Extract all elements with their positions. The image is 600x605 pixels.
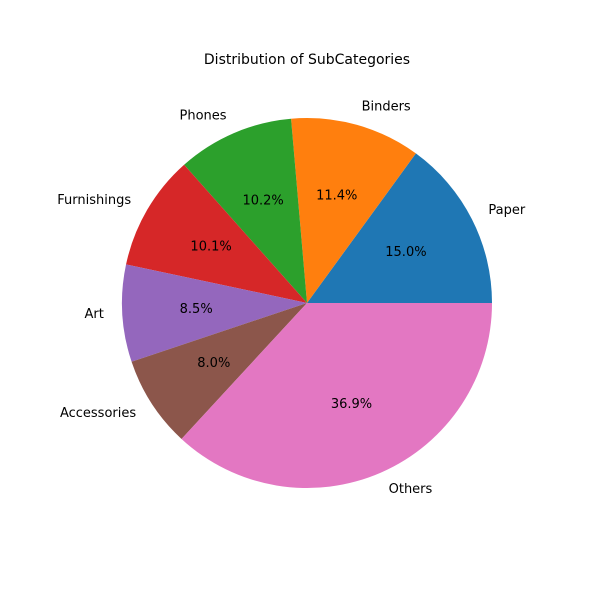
- slice-percent-furnishings: 10.1%: [190, 240, 231, 255]
- chart-title: Distribution of SubCategories: [204, 52, 410, 68]
- pie-slice-binders: [291, 118, 416, 303]
- pie-slices: [121, 118, 492, 488]
- pie-slice-art: [121, 264, 307, 362]
- slice-label-phones: Phones: [180, 109, 227, 124]
- slice-percent-binders: 11.4%: [316, 189, 357, 204]
- slice-label-paper: Paper: [488, 203, 525, 218]
- pie-percent-labels: 15.0% 11.4% 10.2% 10.1% 8.5% 8.0% 36.9%: [180, 189, 427, 413]
- slice-percent-paper: 15.0%: [385, 245, 426, 260]
- slice-percent-accessories: 8.0%: [197, 356, 230, 371]
- slice-label-binders: Binders: [362, 99, 411, 114]
- slice-label-art: Art: [84, 307, 103, 322]
- slice-percent-phones: 10.2%: [242, 194, 283, 209]
- slice-label-others: Others: [389, 482, 433, 497]
- slice-label-accessories: Accessories: [60, 406, 136, 421]
- pie-slice-others: [181, 303, 492, 488]
- slice-percent-art: 8.5%: [180, 302, 213, 317]
- pie-slice-paper: [307, 153, 492, 303]
- pie-labels: Paper Binders Phones Furnishings Art Accessor…: [57, 99, 526, 496]
- slice-label-furnishings: Furnishings: [57, 193, 131, 208]
- pie-slice-accessories: [131, 303, 307, 439]
- pie-slice-furnishings: [126, 164, 307, 303]
- slice-percent-others: 36.9%: [331, 397, 372, 412]
- pie-slice-phones: [184, 118, 307, 303]
